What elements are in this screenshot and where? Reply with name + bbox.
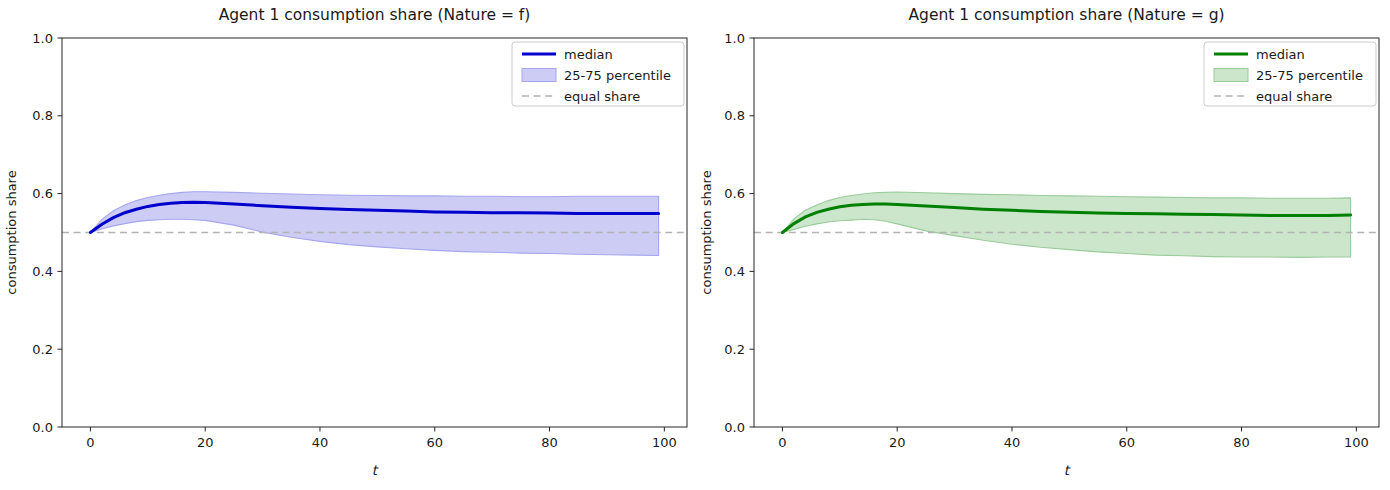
y-tick-label: 0.4 bbox=[724, 264, 745, 279]
x-tick-label: 60 bbox=[1118, 435, 1135, 450]
y-tick-label: 0.2 bbox=[724, 342, 745, 357]
y-axis-label: consumption share bbox=[4, 170, 19, 294]
x-tick-label: 40 bbox=[1004, 435, 1021, 450]
plot-title: Agent 1 consumption share (Nature = f) bbox=[219, 6, 531, 24]
x-tick-label: 40 bbox=[312, 435, 329, 450]
y-tick-label: 0.6 bbox=[724, 186, 745, 201]
legend-label: 25-75 percentile bbox=[1256, 68, 1363, 83]
plot-title: Agent 1 consumption share (Nature = g) bbox=[908, 6, 1224, 24]
x-tick-label: 20 bbox=[889, 435, 906, 450]
y-tick-label: 0.8 bbox=[32, 108, 53, 123]
legend-label: 25-75 percentile bbox=[564, 68, 671, 83]
x-tick-label: 0 bbox=[86, 435, 94, 450]
x-tick-label: 0 bbox=[778, 435, 786, 450]
y-tick-label: 1.0 bbox=[724, 31, 745, 46]
y-tick-label: 1.0 bbox=[32, 31, 53, 46]
legend: median 25-75 percentile equal share bbox=[1204, 42, 1376, 106]
x-tick-label: 60 bbox=[426, 435, 443, 450]
x-tick-label: 100 bbox=[652, 435, 677, 450]
y-tick-label: 0.2 bbox=[32, 342, 53, 357]
x-tick-label: 20 bbox=[197, 435, 214, 450]
legend-band-sample bbox=[522, 69, 556, 82]
plot-canvas-nature-f: 0 20 40 60 80 100 0.0 0.2 0.4 0.6 0.8 1.0 Agent 1 co… bbox=[0, 0, 695, 490]
legend: median 25-75 percentile equal share bbox=[512, 42, 684, 106]
x-tick-label: 80 bbox=[541, 435, 558, 450]
y-tick-label: 0.0 bbox=[724, 420, 745, 435]
x-tick-label: 100 bbox=[1344, 435, 1369, 450]
y-tick-label: 0.0 bbox=[32, 420, 53, 435]
subplot-nature-g: 0 20 40 60 80 100 0.0 0.2 0.4 0.6 0.8 1.0 Agent 1 co… bbox=[695, 0, 1390, 490]
legend-label: median bbox=[1256, 47, 1305, 62]
y-tick-label: 0.8 bbox=[724, 108, 745, 123]
legend-label: equal share bbox=[1256, 89, 1332, 104]
figure: 0 20 40 60 80 100 0.0 0.2 0.4 0.6 0.8 1.0 Agent 1 co… bbox=[0, 0, 1390, 490]
subplot-nature-f: 0 20 40 60 80 100 0.0 0.2 0.4 0.6 0.8 1.0 Agent 1 co… bbox=[0, 0, 695, 490]
y-axis-label: consumption share bbox=[699, 170, 714, 294]
percentile-band bbox=[90, 192, 658, 256]
x-axis-label: t bbox=[1064, 462, 1071, 478]
legend-band-sample bbox=[1214, 69, 1248, 82]
plot-canvas-nature-g: 0 20 40 60 80 100 0.0 0.2 0.4 0.6 0.8 1.0 Agent 1 co… bbox=[695, 0, 1390, 490]
x-axis-label: t bbox=[372, 462, 379, 478]
percentile-band bbox=[782, 192, 1350, 257]
legend-label: equal share bbox=[564, 89, 640, 104]
y-tick-label: 0.4 bbox=[32, 264, 53, 279]
legend-label: median bbox=[564, 47, 613, 62]
y-tick-label: 0.6 bbox=[32, 186, 53, 201]
x-tick-label: 80 bbox=[1233, 435, 1250, 450]
